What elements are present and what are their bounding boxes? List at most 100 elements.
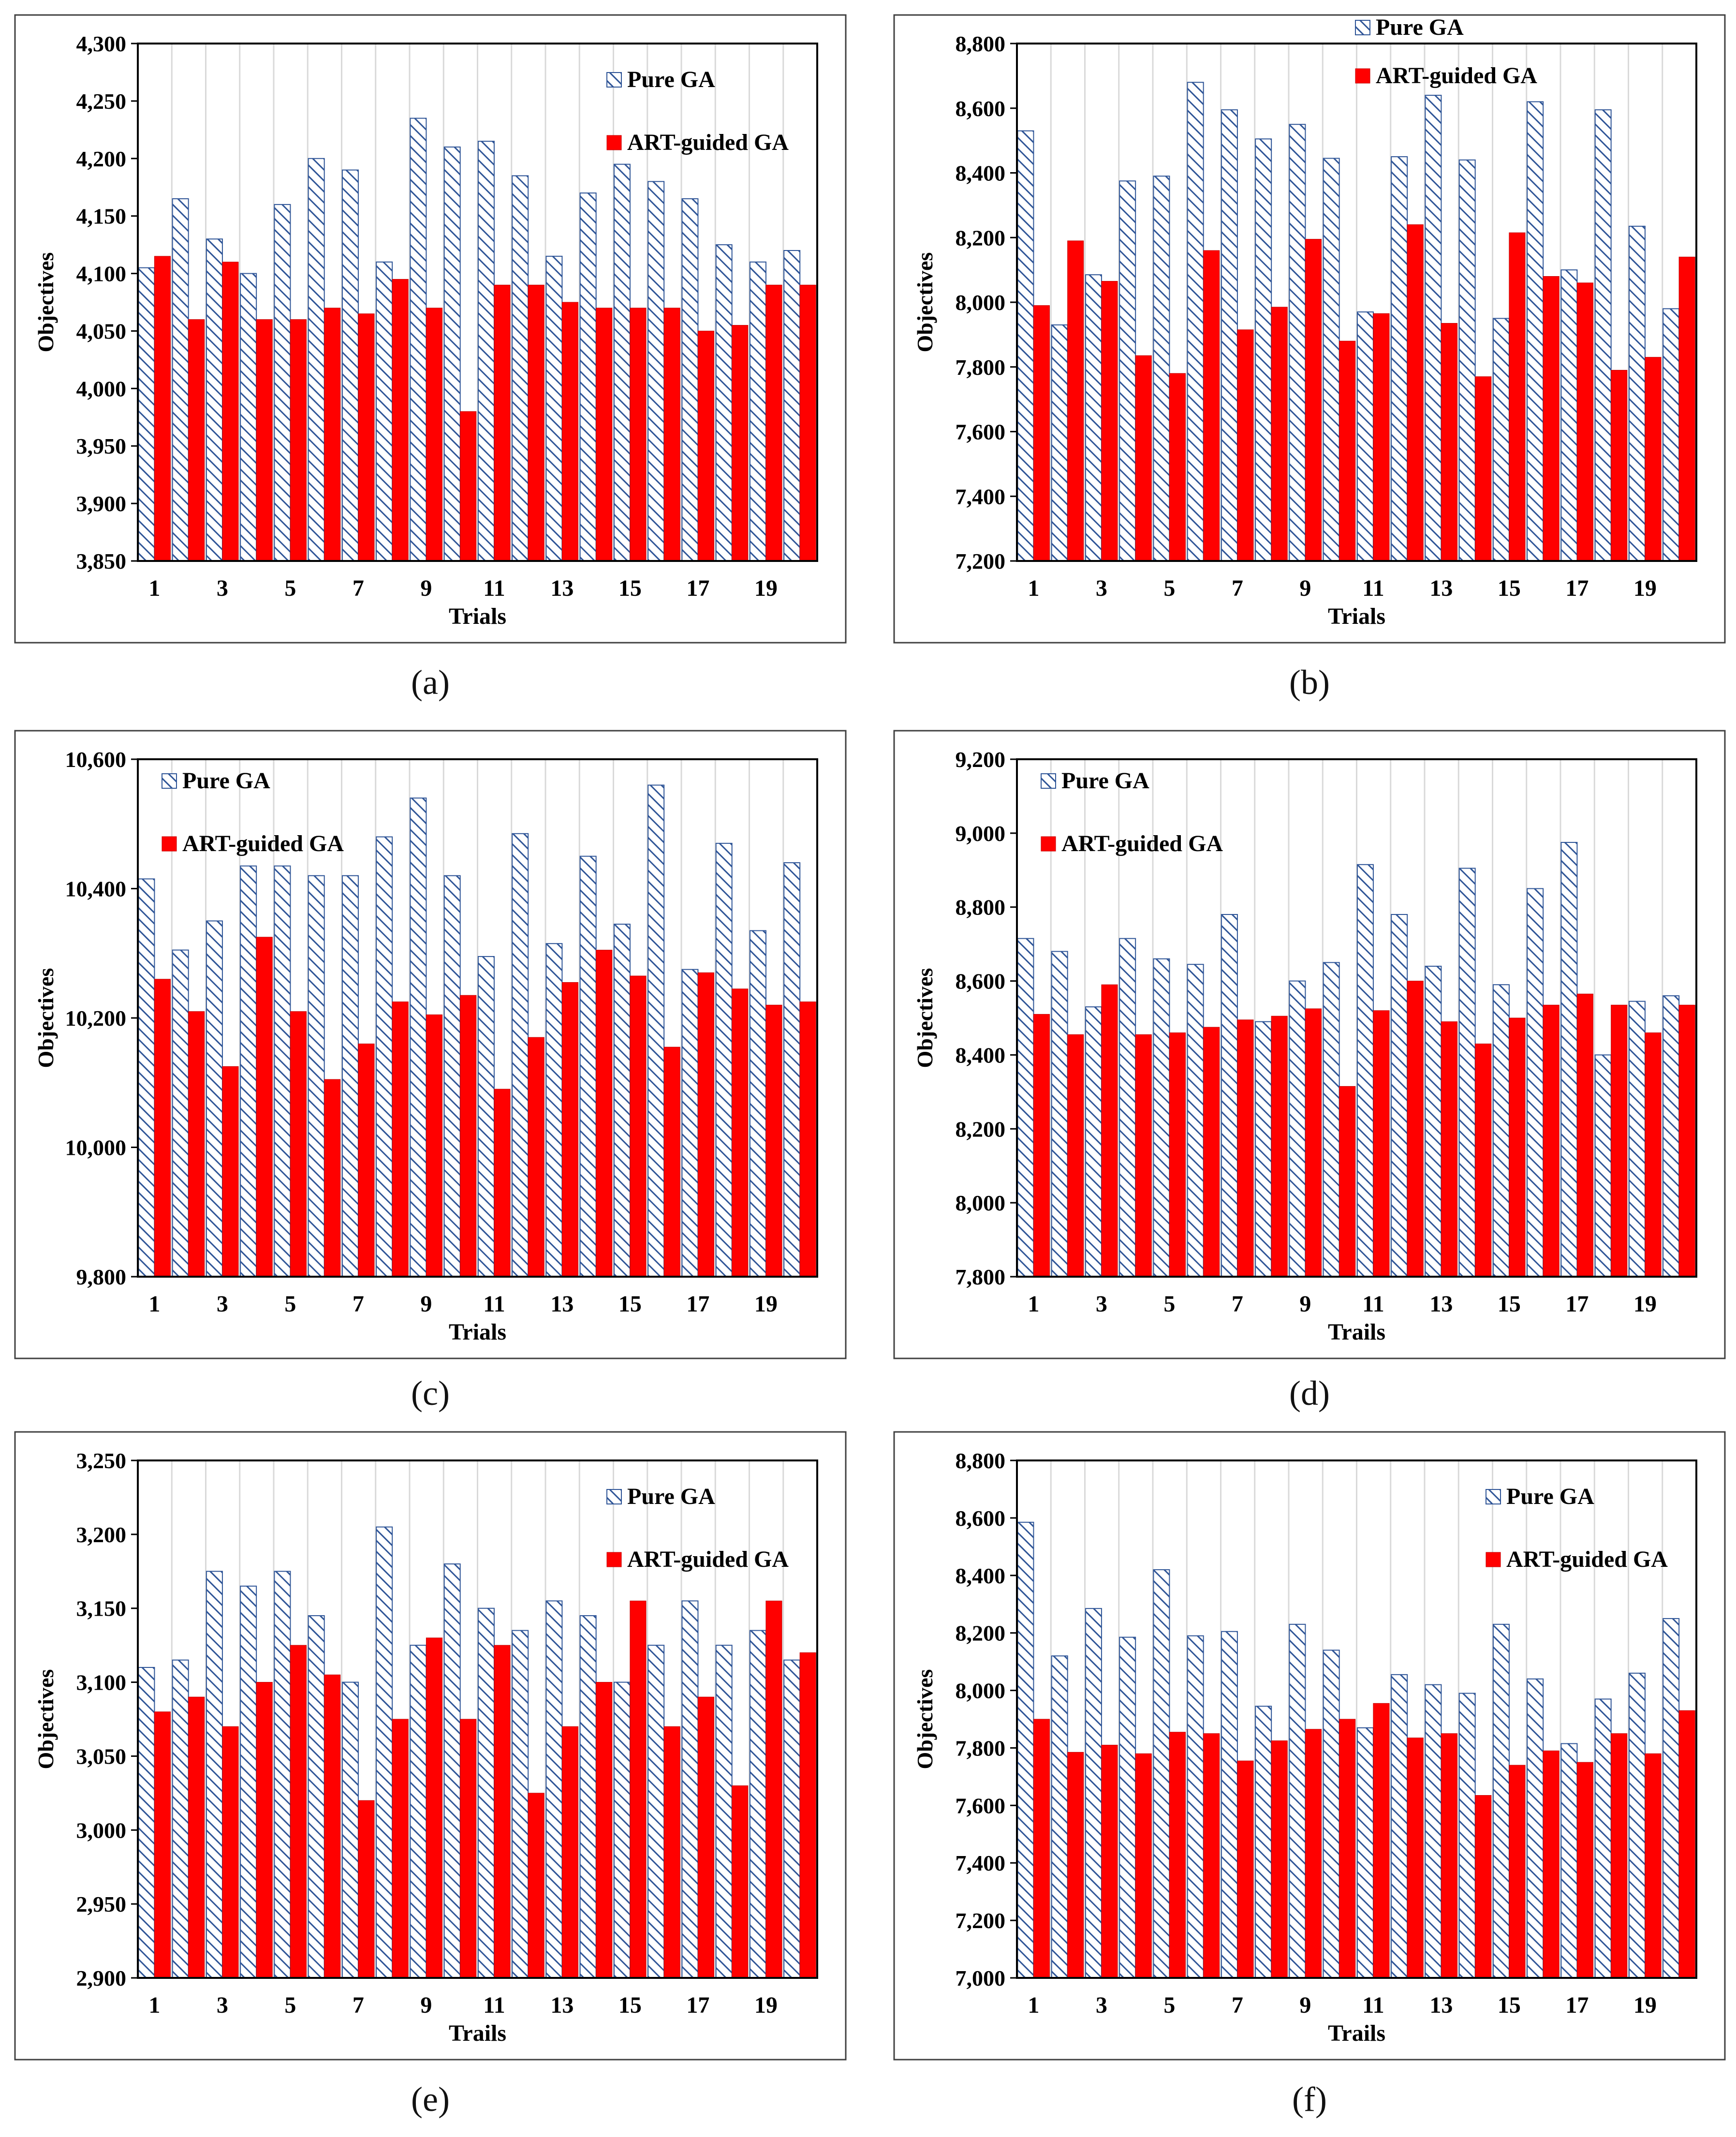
- bar-art-guided-ga: [1645, 1753, 1662, 1978]
- x-tick-label: 1: [148, 575, 160, 601]
- bar-art-guided-ga: [1033, 1014, 1050, 1277]
- bar-art-guided-ga: [663, 1046, 680, 1277]
- y-tick-label: 8,600: [956, 1506, 1006, 1531]
- bar-pure-ga: [1085, 274, 1102, 561]
- x-tick-label: 5: [284, 1291, 296, 1317]
- bar-art-guided-ga: [494, 284, 511, 561]
- chart-e: 2,900 2,950 3,000 3,050 3,100 3,150 3,200 3,250…: [14, 1431, 847, 2061]
- bar-pure-ga: [274, 204, 291, 561]
- bar-pure-ga: [206, 920, 223, 1277]
- bar-art-guided-ga: [290, 1011, 307, 1277]
- bar-art-guided-ga: [290, 1645, 307, 1978]
- bar-art-guided-ga: [732, 988, 749, 1277]
- y-tick-label: 8,000: [956, 290, 1006, 315]
- x-axis-label: Trails: [449, 2020, 506, 2046]
- bar-pure-ga: [1458, 868, 1476, 1277]
- bar-art-guided-ga: [1407, 224, 1424, 561]
- bar-art-guided-ga: [188, 1696, 205, 1978]
- bar-pure-ga: [1085, 1006, 1102, 1277]
- bar-art-guided-ga: [222, 1066, 239, 1277]
- bar-art-guided-ga: [1509, 1765, 1526, 1978]
- bar-pure-ga: [1187, 1635, 1204, 1979]
- bar-pure-ga: [443, 1563, 461, 1978]
- bar-pure-ga: [1289, 980, 1306, 1277]
- bar-art-guided-ga: [188, 319, 205, 561]
- bar-pure-ga: [545, 255, 563, 561]
- bar-art-guided-ga: [1339, 1719, 1356, 1978]
- chart-d: 7,800 8,000 8,200 8,400 8,600 8,800 9,000 9,200…: [893, 730, 1726, 1359]
- bar-pure-ga: [1662, 1618, 1680, 1978]
- bar-art-guided-ga: [1203, 1027, 1220, 1277]
- bar-art-guided-ga: [1135, 1034, 1152, 1277]
- bar-pure-ga: [1662, 995, 1680, 1277]
- y-tick-label: 4,250: [76, 89, 127, 114]
- bar-pure-ga: [1289, 124, 1306, 561]
- bar-art-guided-ga: [1543, 1004, 1559, 1277]
- x-tick-label: 7: [353, 1992, 364, 2018]
- bar-art-guided-ga: [1509, 232, 1526, 561]
- x-tick-label: 1: [148, 1291, 160, 1317]
- bar-art-guided-ga: [561, 1726, 578, 1978]
- x-tick-label: 17: [1565, 1291, 1589, 1317]
- y-tick-label: 4,000: [76, 376, 127, 401]
- bar-pure-ga: [1119, 938, 1136, 1277]
- bar-art-guided-ga: [1203, 250, 1220, 561]
- bar-art-guided-ga: [358, 313, 375, 561]
- x-tick-label: 3: [217, 575, 228, 601]
- bar-art-guided-ga: [1203, 1733, 1220, 1978]
- bar-art-guided-ga: [1033, 305, 1050, 561]
- bar-pure-ga: [1289, 1623, 1306, 1979]
- bar-art-guided-ga: [392, 279, 409, 561]
- y-tick-label: 10,600: [65, 747, 127, 772]
- x-tick-label: 9: [420, 1291, 432, 1317]
- bar-art-guided-ga: [392, 1002, 409, 1277]
- bar-pure-ga: [715, 842, 733, 1277]
- plot-border: [1016, 43, 1697, 562]
- caption-e: (e): [411, 2080, 450, 2119]
- x-tick-label: 17: [686, 575, 709, 601]
- bar-art-guided-ga: [765, 284, 782, 561]
- x-tick-label: 19: [1633, 1992, 1657, 2018]
- bar-pure-ga: [1527, 1678, 1544, 1978]
- bar-pure-ga: [1391, 1674, 1408, 1979]
- bar-art-guided-ga: [799, 1652, 816, 1978]
- bar-art-guided-ga: [460, 995, 477, 1277]
- bar-pure-ga: [512, 175, 529, 561]
- legend-swatch-pure-ga: [606, 72, 622, 88]
- bar-pure-ga: [240, 273, 257, 561]
- bar-pure-ga: [749, 930, 766, 1277]
- bar-pure-ga: [341, 875, 359, 1277]
- bar-pure-ga: [308, 158, 325, 561]
- bar-art-guided-ga: [358, 1800, 375, 1978]
- bar-pure-ga: [647, 784, 665, 1277]
- bar-pure-ga: [206, 1571, 223, 1978]
- x-tick-label: 1: [148, 1992, 160, 2018]
- bar-art-guided-ga: [1067, 1034, 1084, 1277]
- y-tick-label: 7,400: [956, 484, 1006, 509]
- bar-art-guided-ga: [1611, 1004, 1628, 1277]
- bar-pure-ga: [172, 1659, 189, 1978]
- legend-label-pure-ga: Pure GA: [627, 67, 715, 92]
- bar-pure-ga: [172, 198, 189, 561]
- bar-pure-ga: [1187, 82, 1204, 561]
- x-tick-label: 15: [618, 575, 642, 601]
- y-tick-label: 7,200: [956, 549, 1006, 574]
- bar-pure-ga: [1221, 914, 1238, 1277]
- x-tick-label: 3: [217, 1291, 228, 1317]
- bar-art-guided-ga: [1101, 1745, 1118, 1978]
- bar-art-guided-ga: [1543, 276, 1559, 561]
- x-tick-label: 5: [1163, 1992, 1175, 2018]
- bar-pure-ga: [206, 238, 223, 561]
- x-tick-label: 11: [483, 1992, 505, 2018]
- bar-art-guided-ga: [1576, 282, 1593, 561]
- x-tick-label: 1: [1028, 575, 1039, 601]
- bar-pure-ga: [1085, 1608, 1102, 1978]
- bar-pure-ga: [681, 198, 699, 561]
- bar-pure-ga: [1662, 308, 1680, 561]
- bar-art-guided-ga: [732, 1785, 749, 1978]
- bar-pure-ga: [274, 1571, 291, 1978]
- y-tick-label: 8,800: [956, 1448, 1006, 1473]
- bar-pure-ga: [240, 1585, 257, 1979]
- bar-art-guided-ga: [222, 1726, 239, 1978]
- bar-art-guided-ga: [1135, 1753, 1152, 1978]
